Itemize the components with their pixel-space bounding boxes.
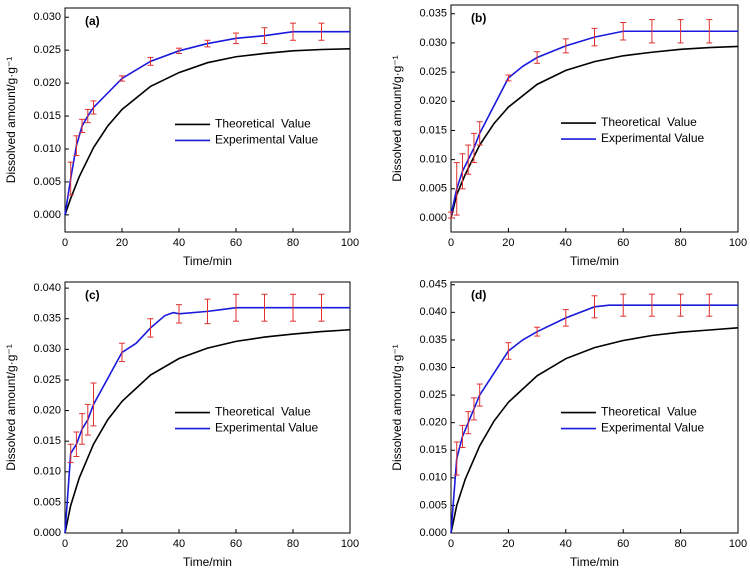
plot-frame xyxy=(450,281,739,534)
y-tick-label: 0.020 xyxy=(419,417,447,429)
x-tick-label: 100 xyxy=(729,538,747,550)
y-axis-label: Dissolved amount/g·g⁻¹ xyxy=(390,55,404,181)
x-tick-label: 20 xyxy=(502,237,514,249)
x-tick-label: 80 xyxy=(287,237,299,249)
x-tick-label: 20 xyxy=(116,538,128,550)
panel: 0 20 40 60 80 100 0.000 0.005 0.010 0.015 0.020 0.0… xyxy=(4,281,359,569)
x-tick-label: 100 xyxy=(341,237,359,249)
y-tick-label: 0.040 xyxy=(419,306,447,318)
y-tick-label: 0.035 xyxy=(419,8,447,20)
y-tick-label: 0.035 xyxy=(419,334,447,346)
legend-label: Experimental Value xyxy=(215,133,318,147)
series-line xyxy=(450,304,738,534)
y-tick-label: 0.030 xyxy=(419,361,447,373)
y-tick-label: 0.020 xyxy=(33,77,61,89)
x-axis-label: Time/min xyxy=(183,254,232,268)
y-tick-label: 0.000 xyxy=(419,212,447,224)
legend-label: Theoretical Value xyxy=(601,405,697,419)
series-line xyxy=(64,48,351,216)
series-line xyxy=(450,326,739,534)
plot-frame xyxy=(64,7,351,233)
y-tick-label: 0.030 xyxy=(33,343,61,355)
y-tick-label: 0.040 xyxy=(33,282,61,294)
x-axis-label: Time/min xyxy=(183,555,232,569)
y-tick-label: 0.005 xyxy=(33,496,61,508)
x-tick-label: 0 xyxy=(448,538,454,550)
y-tick-label: 0.005 xyxy=(33,176,61,188)
y-tick-label: 0.010 xyxy=(33,143,61,155)
y-tick-label: 0.030 xyxy=(33,11,61,23)
y-axis-label: Dissolved amount/g·g⁻¹ xyxy=(4,344,18,470)
x-tick-label: 40 xyxy=(173,538,185,550)
x-tick-label: 20 xyxy=(502,538,514,550)
y-tick-label: 0.045 xyxy=(419,279,447,291)
x-tick-label: 60 xyxy=(617,538,629,550)
y-tick-label: 0.000 xyxy=(419,527,447,539)
y-tick-label: 0.035 xyxy=(33,313,61,325)
panel-label: (b) xyxy=(471,11,486,25)
panel: 0 20 40 60 80 100 0.000 0.005 0.010 0.015 0.020 0.0… xyxy=(390,4,747,268)
series-line xyxy=(450,30,738,216)
y-tick-label: 0.020 xyxy=(33,404,61,416)
y-tick-label: 0.025 xyxy=(33,374,61,386)
x-tick-label: 100 xyxy=(341,538,359,550)
plot-frame xyxy=(64,281,351,534)
y-tick-label: 0.005 xyxy=(419,499,447,511)
panel: 0 20 40 60 80 100 0.000 0.005 0.010 0.015 0.020 0.0… xyxy=(390,279,747,570)
y-tick-label: 0.010 xyxy=(419,472,447,484)
x-tick-label: 60 xyxy=(617,237,629,249)
y-tick-label: 0.025 xyxy=(419,389,447,401)
legend-label: Theoretical Value xyxy=(601,115,697,129)
y-tick-label: 0.015 xyxy=(419,444,447,456)
y-tick-label: 0.020 xyxy=(419,95,447,107)
y-tick-label: 0.015 xyxy=(419,124,447,136)
y-tick-label: 0.010 xyxy=(33,466,61,478)
x-axis-label: Time/min xyxy=(570,555,619,569)
y-axis-label: Dissolved amount/g·g⁻¹ xyxy=(390,344,404,470)
legend-label: Experimental Value xyxy=(215,421,318,435)
x-tick-label: 80 xyxy=(674,237,686,249)
x-tick-label: 40 xyxy=(173,237,185,249)
x-tick-label: 60 xyxy=(230,538,242,550)
legend-label: Theoretical Value xyxy=(215,405,311,419)
panel-label: (c) xyxy=(85,288,100,302)
y-tick-label: 0.000 xyxy=(33,209,61,221)
y-tick-label: 0.015 xyxy=(33,110,61,122)
x-tick-label: 100 xyxy=(729,237,747,249)
x-tick-label: 80 xyxy=(674,538,686,550)
legend-label: Experimental Value xyxy=(601,131,704,145)
y-tick-label: 0.015 xyxy=(33,435,61,447)
x-tick-label: 0 xyxy=(448,237,454,249)
y-tick-label: 0.000 xyxy=(33,527,61,539)
x-tick-label: 40 xyxy=(560,538,572,550)
y-tick-label: 0.030 xyxy=(419,37,447,49)
panel-label: (a) xyxy=(85,14,100,28)
x-tick-label: 0 xyxy=(62,237,68,249)
y-axis-label: Dissolved amount/g·g⁻¹ xyxy=(4,57,18,183)
y-tick-label: 0.005 xyxy=(419,183,447,195)
panel-label: (d) xyxy=(471,288,486,302)
x-tick-label: 40 xyxy=(560,237,572,249)
y-tick-label: 0.025 xyxy=(419,66,447,78)
x-tick-label: 80 xyxy=(287,538,299,550)
x-tick-label: 20 xyxy=(116,237,128,249)
x-tick-label: 60 xyxy=(230,237,242,249)
plot-frame xyxy=(450,4,739,233)
x-axis-label: Time/min xyxy=(570,254,619,268)
x-tick-label: 0 xyxy=(62,538,68,550)
y-tick-label: 0.010 xyxy=(419,154,447,166)
legend-label: Experimental Value xyxy=(601,421,704,435)
legend-label: Theoretical Value xyxy=(215,117,311,131)
series-line xyxy=(64,328,351,534)
panel: 0 20 40 60 80 100 0.000 0.005 0.010 0.015 0.020 0.0… xyxy=(4,7,359,268)
y-tick-label: 0.025 xyxy=(33,44,61,56)
